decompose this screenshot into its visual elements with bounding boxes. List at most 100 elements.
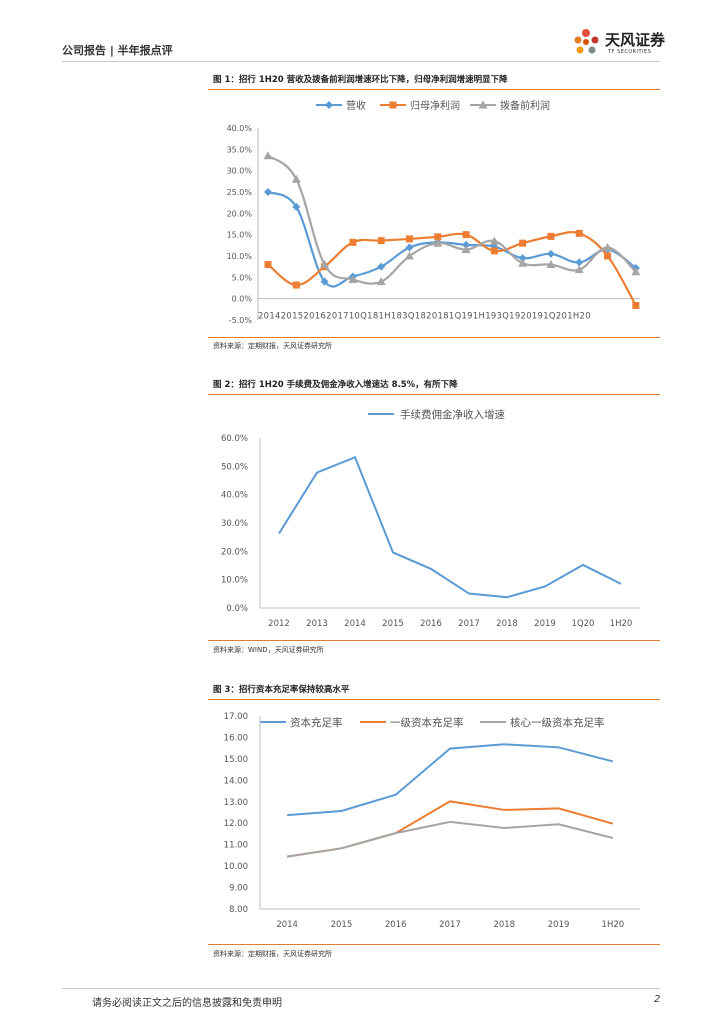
x-tick-label: 2019 xyxy=(534,619,556,629)
y-tick-label: 16.00 xyxy=(224,733,248,743)
x-tick-labels: 201420152016201710Q181H183Q1820181Q191H1… xyxy=(258,311,591,321)
data-point-s1-12 xyxy=(575,258,584,267)
data-point-s1-11 xyxy=(546,249,555,258)
figure-1-chart: 营收 归母净利润 拨备前利润 40.0% 35.0% 30.0% 25.0% 20.0% 15.… xyxy=(227,99,641,325)
y-tick-label: 10.0% xyxy=(221,576,248,586)
data-point-s1-1 xyxy=(264,188,272,196)
data-point-s2-12 xyxy=(575,229,583,237)
brand-subtitle: TF SECURITIES xyxy=(608,49,652,55)
figure-1-title: 图 1：招行 1H20 营收及拨备前利润增速环比下降，归母净利润增速明显下降 xyxy=(213,75,508,85)
report-type-header: 公司报告 | 半年报点评 xyxy=(62,44,173,57)
figure-3-bottom-rule xyxy=(208,944,660,945)
figure-1-rule xyxy=(208,89,660,90)
y-tick-label: 5.0% xyxy=(232,273,253,282)
figure-2-chart: 手续费佣金净收入增速 60.0% 50.0% 40.0% 30.0% 20.0% 10.0%… xyxy=(221,408,640,629)
x-tick-label: 1H20 xyxy=(602,920,625,930)
y-tick-label: 17.00 xyxy=(224,712,248,722)
data-point-s1-6 xyxy=(405,243,414,252)
figure-2-rule xyxy=(208,394,660,395)
x-tick-label: 2012 xyxy=(268,619,290,629)
x-tick-label: 2015 xyxy=(331,920,353,930)
data-point-s1-5 xyxy=(377,262,386,271)
data-point-s3-5 xyxy=(376,277,386,286)
data-point-s2-2 xyxy=(292,281,300,289)
x-tick-label: 2016 xyxy=(420,619,442,629)
footer-divider xyxy=(62,988,660,989)
x-tick-label: 1Q20 xyxy=(572,619,595,629)
y-tick-label: 11.00 xyxy=(224,841,248,851)
data-point-s3-10 xyxy=(518,258,528,267)
data-point-s2-5 xyxy=(377,237,385,245)
y-tick-label: 13.00 xyxy=(224,798,248,808)
data-point-s3-14 xyxy=(631,267,641,276)
data-point-s2-6 xyxy=(405,235,413,243)
y-tick-label: 20.0% xyxy=(227,209,253,218)
y-tick-label: 30.0% xyxy=(221,519,248,529)
x-tick-label: 2015 xyxy=(382,619,404,629)
data-point-s2-13 xyxy=(604,252,612,260)
x-tick-label: 2018 xyxy=(493,920,515,930)
x-tick-label: 2013 xyxy=(306,619,328,629)
y-tick-label: 25.0% xyxy=(227,188,253,197)
page-number: 2 xyxy=(654,994,661,1005)
data-point-s3-13 xyxy=(603,242,613,251)
data-point-s2-8 xyxy=(462,231,470,239)
legend-label-1: 资本充足率 xyxy=(290,716,343,729)
data-point-s2-10 xyxy=(519,239,527,247)
data-point-s3-9 xyxy=(489,236,499,245)
data-point-s3-4 xyxy=(348,274,358,283)
data-point-s3-12 xyxy=(574,265,584,274)
figure-2-bottom-rule xyxy=(208,640,660,641)
data-point-s3-1 xyxy=(263,151,273,160)
x-tick-label: 2014 xyxy=(344,619,366,629)
figure-1-source: 资料来源：定期财报，天风证券研究所 xyxy=(213,342,332,350)
data-point-s2-7 xyxy=(434,233,442,241)
y-tick-label: 0.0% xyxy=(226,604,248,614)
legend-label-2: 归母净利润 xyxy=(410,99,460,112)
y-tick-label: 30.0% xyxy=(227,167,253,176)
x-tick-label: 2019 xyxy=(548,920,570,930)
data-point-s3-8 xyxy=(461,245,471,254)
data-point-s1-2 xyxy=(292,202,301,211)
y-tick-label: 20.0% xyxy=(221,547,248,557)
figure-1-bottom-rule xyxy=(208,337,660,338)
legend-marker-3 xyxy=(478,100,488,109)
y-tick-label: 35.0% xyxy=(227,145,253,154)
y-tick-label: 10.00 xyxy=(224,862,248,872)
legend-label-3: 拨备前利润 xyxy=(500,99,550,112)
figure-3-chart: 资本充足率 一级资本充足率 核心一级资本充足率 17.00 16.00 15.00 14.0… xyxy=(224,712,640,930)
x-tick-label: 2017 xyxy=(458,619,480,629)
legend-marker-1 xyxy=(325,101,333,109)
y-tick-label: 60.0% xyxy=(221,434,248,444)
data-point-s2-9 xyxy=(490,247,498,255)
y-tick-label: 10.0% xyxy=(227,252,253,261)
figure-3-title: 图 3：招行资本充足率保持较高水平 xyxy=(213,685,350,695)
x-tick-label: 2018 xyxy=(496,619,518,629)
figure-3-rule xyxy=(208,699,660,700)
y-tick-label: -5.0% xyxy=(229,316,253,325)
data-point-s1-10 xyxy=(518,254,527,263)
data-point-s2-11 xyxy=(547,232,555,240)
y-tick-label: 8.00 xyxy=(229,905,248,915)
x-tick-label: 1H20 xyxy=(610,619,633,629)
data-point-s3-11 xyxy=(546,260,556,269)
y-tick-label: 12.00 xyxy=(224,819,248,829)
data-point-s2-1 xyxy=(264,261,272,269)
legend-label-1: 手续费佣金净收入增速 xyxy=(400,408,505,421)
figure-3-source: 资料来源：定期财报，天风证券研究所 xyxy=(213,950,332,958)
series-line-1 xyxy=(287,743,614,817)
x-tick-label: 2014 xyxy=(276,920,298,930)
y-tick-label: 14.00 xyxy=(224,776,248,786)
data-point-s2-14 xyxy=(632,301,640,309)
legend-label-2: 一级资本充足率 xyxy=(390,716,464,729)
data-point-s2-4 xyxy=(349,238,357,246)
x-tick-label: 2017 xyxy=(439,920,461,930)
figure-2-source: 资料来源：WIND，天风证券研究所 xyxy=(213,646,324,654)
data-point-s3-6 xyxy=(404,251,414,260)
y-tick-label: 0.0% xyxy=(232,295,253,304)
series-line-3 xyxy=(286,820,614,858)
figure-2-title: 图 2：招行 1H20 手续费及佣金净收入增速达 8.5%，有所下降 xyxy=(213,380,458,390)
y-tick-label: 15.0% xyxy=(227,231,253,240)
legend-marker-2 xyxy=(389,101,397,109)
brand-name: 天风证券 xyxy=(605,31,666,49)
